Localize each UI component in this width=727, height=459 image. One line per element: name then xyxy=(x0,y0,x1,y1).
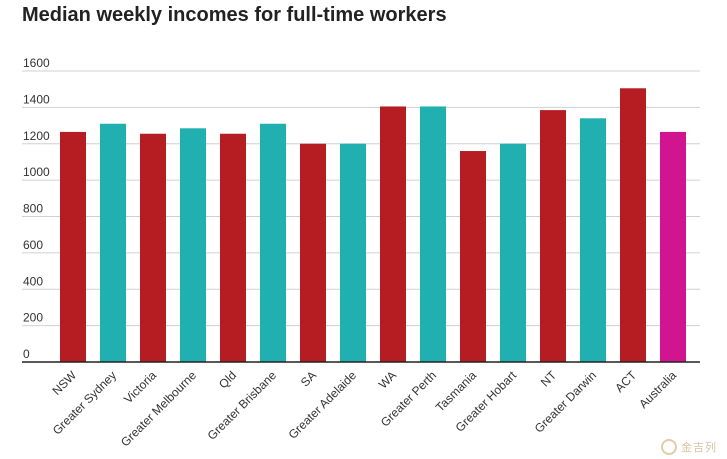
bar xyxy=(340,143,366,362)
y-tick-label: 600 xyxy=(23,238,43,252)
y-tick-label: 1200 xyxy=(23,129,50,143)
chart-title: Median weekly incomes for full-time work… xyxy=(22,4,447,26)
bar xyxy=(220,133,246,362)
watermark-logo-icon xyxy=(661,439,677,455)
x-tick-label: NT xyxy=(538,368,560,390)
x-tick-label: Greater Melbourne xyxy=(118,368,199,449)
bar xyxy=(380,106,406,362)
x-tick-label: ACT xyxy=(612,368,639,395)
x-tick-label: SA xyxy=(298,368,319,389)
y-tick-label: 0 xyxy=(23,347,30,361)
y-axis-ticks: 0 200 400 600 800 1000 1200 1400 1600 xyxy=(23,56,50,361)
bar xyxy=(580,118,606,362)
bar xyxy=(620,88,646,362)
bar xyxy=(660,131,686,362)
y-tick-label: 400 xyxy=(23,274,43,288)
y-tick-label: 1600 xyxy=(23,56,50,70)
bar xyxy=(100,123,126,363)
watermark-text: 金吉列 xyxy=(681,441,717,454)
watermark: 金吉列 xyxy=(661,439,717,455)
y-tick-label: 1400 xyxy=(23,92,50,106)
bar xyxy=(260,123,286,363)
y-tick-label: 800 xyxy=(23,202,43,216)
x-tick-label: Greater Adelaide xyxy=(286,368,360,442)
x-tick-label: Qld xyxy=(216,368,239,391)
x-tick-label: Victoria xyxy=(121,368,159,406)
bar xyxy=(140,133,166,362)
bar xyxy=(540,110,566,363)
x-tick-label: Greater Brisbane xyxy=(205,368,280,443)
bar xyxy=(300,143,326,362)
bar xyxy=(180,128,206,362)
bars xyxy=(60,88,686,363)
x-tick-label: WA xyxy=(376,368,399,391)
x-tick-label: NSW xyxy=(49,368,79,398)
bar xyxy=(420,106,446,362)
bar xyxy=(460,151,486,362)
y-tick-label: 200 xyxy=(23,311,43,325)
x-tick-label: Australia xyxy=(636,368,679,411)
bar xyxy=(60,131,86,362)
y-tick-label: 1000 xyxy=(23,165,50,179)
bar xyxy=(500,143,526,362)
